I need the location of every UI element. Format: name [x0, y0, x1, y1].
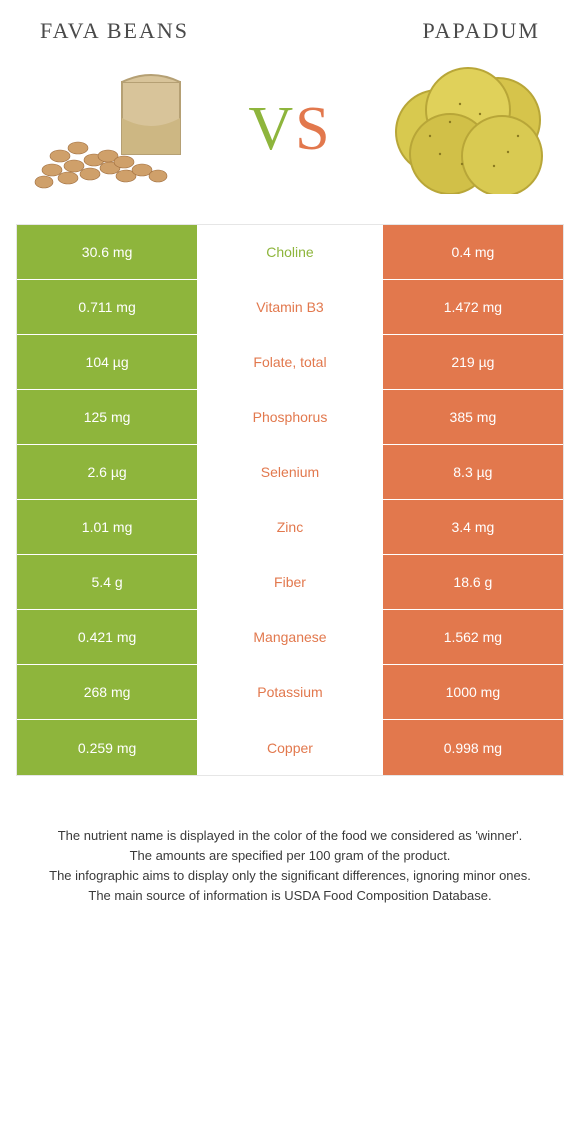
left-value: 0.711 mg	[17, 280, 197, 334]
left-food-image	[30, 64, 190, 194]
footer-line: The main source of information is USDA F…	[30, 886, 550, 906]
nutrient-label: Choline	[197, 225, 383, 279]
right-value: 385 mg	[383, 390, 563, 444]
right-food-title: Papadum	[422, 18, 540, 44]
nutrient-label: Vitamin B3	[197, 280, 383, 334]
left-value: 5.4 g	[17, 555, 197, 609]
table-row: 268 mgPotassium1000 mg	[17, 665, 563, 720]
left-value: 268 mg	[17, 665, 197, 719]
table-row: 125 mgPhosphorus385 mg	[17, 390, 563, 445]
table-row: 2.6 µgSelenium8.3 µg	[17, 445, 563, 500]
header-titles: Fava beans Papadum	[0, 0, 580, 54]
nutrient-label: Phosphorus	[197, 390, 383, 444]
left-value: 104 µg	[17, 335, 197, 389]
left-value: 1.01 mg	[17, 500, 197, 554]
right-value: 1.472 mg	[383, 280, 563, 334]
right-value: 8.3 µg	[383, 445, 563, 499]
table-row: 0.259 mgCopper0.998 mg	[17, 720, 563, 775]
left-value: 0.259 mg	[17, 720, 197, 775]
table-row: 5.4 gFiber18.6 g	[17, 555, 563, 610]
nutrient-label: Folate, total	[197, 335, 383, 389]
table-row: 104 µgFolate, total219 µg	[17, 335, 563, 390]
vs-s-letter: S	[295, 95, 331, 163]
left-value: 0.421 mg	[17, 610, 197, 664]
vs-row: VS	[0, 54, 580, 224]
right-value: 1000 mg	[383, 665, 563, 719]
table-row: 30.6 mgCholine0.4 mg	[17, 225, 563, 280]
table-row: 0.711 mgVitamin B31.472 mg	[17, 280, 563, 335]
nutrient-label: Potassium	[197, 665, 383, 719]
nutrient-label: Copper	[197, 720, 383, 775]
footer-notes: The nutrient name is displayed in the co…	[0, 816, 580, 967]
nutrient-label: Zinc	[197, 500, 383, 554]
left-value: 125 mg	[17, 390, 197, 444]
right-value: 18.6 g	[383, 555, 563, 609]
table-row: 1.01 mgZinc3.4 mg	[17, 500, 563, 555]
right-value: 219 µg	[383, 335, 563, 389]
comparison-table: 30.6 mgCholine0.4 mg0.711 mgVitamin B31.…	[16, 224, 564, 776]
right-value: 0.998 mg	[383, 720, 563, 775]
left-food-title: Fava beans	[40, 18, 189, 44]
nutrient-label: Fiber	[197, 555, 383, 609]
left-value: 2.6 µg	[17, 445, 197, 499]
nutrient-label: Manganese	[197, 610, 383, 664]
nutrient-label: Selenium	[197, 445, 383, 499]
vs-v-letter: V	[248, 95, 295, 163]
right-value: 1.562 mg	[383, 610, 563, 664]
footer-line: The amounts are specified per 100 gram o…	[30, 846, 550, 866]
footer-line: The nutrient name is displayed in the co…	[30, 826, 550, 846]
footer-line: The infographic aims to display only the…	[30, 866, 550, 886]
vs-label: VS	[248, 94, 331, 165]
right-food-image	[390, 64, 550, 194]
table-row: 0.421 mgManganese1.562 mg	[17, 610, 563, 665]
left-value: 30.6 mg	[17, 225, 197, 279]
right-value: 0.4 mg	[383, 225, 563, 279]
right-value: 3.4 mg	[383, 500, 563, 554]
